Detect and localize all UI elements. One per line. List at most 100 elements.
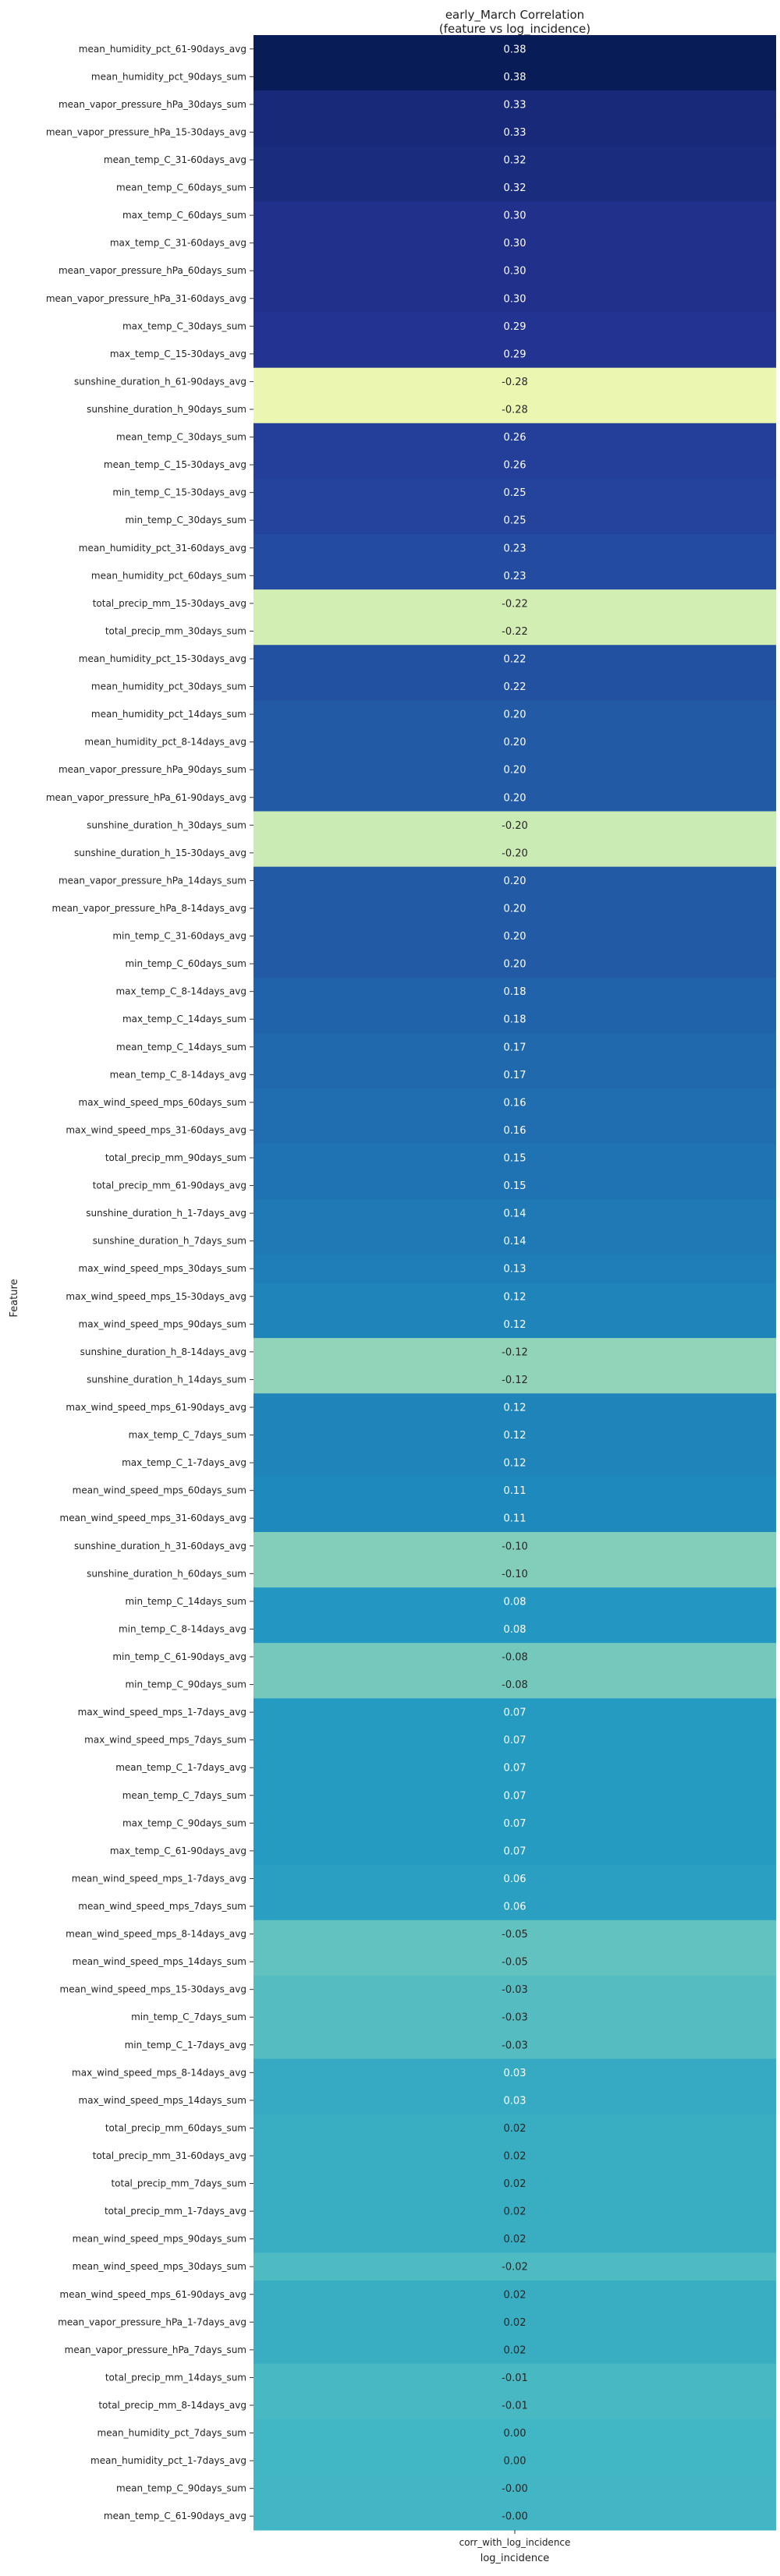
- cell-value-label: 0.02: [504, 2234, 526, 2245]
- y-tick-label: max_wind_speed_mps_7days_sum: [84, 1735, 246, 1746]
- cell-value-label: 0.18: [504, 1014, 526, 1026]
- cell-value-label: 0.16: [504, 1125, 526, 1137]
- cell-value-label: 0.30: [504, 293, 526, 305]
- heatmap-cell: [254, 1975, 776, 2005]
- y-tick-label: mean_vapor_pressure_hPa_15-30days_avg: [46, 126, 246, 137]
- cell-value-label: -0.22: [502, 598, 528, 610]
- y-tick-label: min_temp_C_7days_sum: [131, 2012, 246, 2022]
- heatmap-cell: [254, 228, 776, 258]
- y-tick-label: mean_vapor_pressure_hPa_8-14days_avg: [52, 903, 247, 914]
- heatmap-cell: [254, 1864, 776, 1893]
- y-tick-label: max_temp_C_90days_sum: [122, 1817, 246, 1828]
- y-tick-label: max_wind_speed_mps_14days_sum: [79, 2095, 246, 2106]
- y-tick-label: mean_wind_speed_mps_31-60days_avg: [60, 1513, 246, 1523]
- cell-value-label: 0.00: [504, 2428, 526, 2440]
- heatmap-cell: [254, 62, 776, 91]
- heatmap-cell: [254, 672, 776, 701]
- cell-value-label: 0.07: [504, 1735, 526, 1746]
- heatmap-cell: [254, 35, 776, 64]
- heatmap-cell: [254, 1809, 776, 1838]
- y-tick-label: mean_temp_C_15-30days_avg: [104, 459, 246, 470]
- cell-value-label: 0.07: [504, 1845, 526, 1857]
- heatmap-cell: [254, 2363, 776, 2392]
- cell-value-label: 0.23: [504, 571, 526, 582]
- y-tick-label: mean_vapor_pressure_hPa_7days_sum: [65, 2344, 246, 2355]
- y-tick-label: mean_temp_C_8-14days_avg: [110, 1069, 246, 1080]
- cell-value-label: 0.26: [504, 432, 526, 444]
- heatmap-cell: [254, 2003, 776, 2032]
- cell-value-label: 0.20: [504, 876, 526, 887]
- heatmap-cell: [254, 395, 776, 424]
- cell-value-label: 0.02: [504, 2206, 526, 2218]
- heatmap-cell: [254, 146, 776, 175]
- cell-value-label: 0.12: [504, 1403, 526, 1414]
- chart-title: early_March Correlation(feature vs log_i…: [439, 8, 590, 37]
- cell-value-label: 0.08: [504, 1624, 526, 1636]
- y-tick-label: min_temp_C_1-7days_avg: [125, 2040, 246, 2051]
- y-tick-label: max_wind_speed_mps_8-14days_avg: [72, 2067, 246, 2078]
- heatmap-cell: [254, 977, 776, 1007]
- heatmap-cell: [254, 478, 776, 508]
- cell-value-label: 0.20: [504, 792, 526, 804]
- heatmap-cell: [254, 2336, 776, 2365]
- y-axis-label: Feature: [9, 1279, 20, 1317]
- y-tick-label: total_precip_mm_61-90days_avg: [93, 1180, 246, 1191]
- cell-value-label: -0.03: [502, 2040, 528, 2051]
- cell-value-label: 0.38: [504, 44, 526, 55]
- cell-value-label: 0.00: [504, 2456, 526, 2468]
- y-tick-label: mean_temp_C_90days_sum: [116, 2483, 246, 2494]
- y-tick-label: max_wind_speed_mps_30days_sum: [79, 1263, 246, 1274]
- cell-value-label: 0.02: [504, 2123, 526, 2135]
- cell-value-label: 0.25: [504, 515, 526, 527]
- heatmap-cell: [254, 1476, 776, 1506]
- y-tick-label: sunshine_duration_h_61-90days_avg: [74, 376, 246, 387]
- heatmap-cell: [254, 2474, 776, 2503]
- y-tick-label: sunshine_duration_h_15-30days_avg: [74, 847, 246, 858]
- y-tick-label: max_wind_speed_mps_15-30days_avg: [66, 1291, 246, 1302]
- cell-value-label: 0.11: [504, 1485, 526, 1497]
- y-tick-label: mean_wind_speed_mps_30days_sum: [73, 2261, 246, 2272]
- heatmap-cell: [254, 589, 776, 618]
- cell-value-label: -0.01: [502, 2401, 528, 2412]
- heatmap-cell: [254, 118, 776, 147]
- y-tick-label: mean_vapor_pressure_hPa_14days_sum: [58, 875, 246, 886]
- y-tick-label: total_precip_mm_14days_sum: [105, 2372, 246, 2383]
- y-tick-label: mean_temp_C_31-60days_avg: [104, 154, 246, 165]
- cell-value-label: 0.03: [504, 2068, 526, 2079]
- cell-value-label: 0.07: [504, 1818, 526, 1830]
- cell-value-label: 0.02: [504, 2317, 526, 2329]
- heatmap-cell: [254, 2308, 776, 2337]
- heatmap-cell: [254, 367, 776, 396]
- y-tick-label: max_temp_C_1-7days_avg: [122, 1457, 246, 1468]
- heatmap-cell: [254, 1782, 776, 1810]
- cell-value-label: -0.28: [502, 405, 528, 416]
- cell-value-label: 0.22: [504, 681, 526, 693]
- y-tick-label: max_temp_C_61-90days_avg: [110, 1845, 246, 1856]
- cell-value-label: 0.20: [504, 765, 526, 777]
- heatmap-cell: [254, 2252, 776, 2281]
- cell-value-label: -0.05: [502, 1929, 528, 1941]
- y-tick-label: mean_wind_speed_mps_7days_sum: [78, 1901, 246, 1912]
- heatmap-cell: [254, 894, 776, 923]
- heatmap-cell: [254, 1116, 776, 1145]
- cell-value-label: 0.06: [504, 1902, 526, 1913]
- heatmap-cells: 0.38 0.38 0.33 0.33 0.32 0.32 0.30 0.30 0.30 0.30…: [254, 35, 776, 2531]
- cell-value-label: 0.12: [504, 1319, 526, 1331]
- cell-value-label: 0.18: [504, 986, 526, 998]
- heatmap-cell: [254, 1892, 776, 1921]
- heatmap-cell: [254, 2281, 776, 2309]
- y-tick-label: mean_humidity_pct_7days_sum: [98, 2428, 246, 2439]
- heatmap-cell: [254, 2114, 776, 2143]
- cell-value-label: 0.02: [504, 2151, 526, 2163]
- heatmap-cell: [254, 1060, 776, 1089]
- heatmap-cell: [254, 2142, 776, 2171]
- heatmap-cell: [254, 866, 776, 895]
- cell-value-label: 0.02: [504, 2344, 526, 2356]
- y-tick-label: max_temp_C_15-30days_avg: [110, 349, 246, 359]
- y-tick-label: mean_humidity_pct_14days_sum: [91, 709, 246, 720]
- cell-value-label: 0.26: [504, 460, 526, 472]
- cell-value-label: 0.30: [504, 211, 526, 222]
- heatmap-cell: [254, 922, 776, 950]
- y-tick-label: mean_humidity_pct_60days_sum: [91, 570, 246, 581]
- y-tick-label: total_precip_mm_30days_sum: [105, 625, 246, 636]
